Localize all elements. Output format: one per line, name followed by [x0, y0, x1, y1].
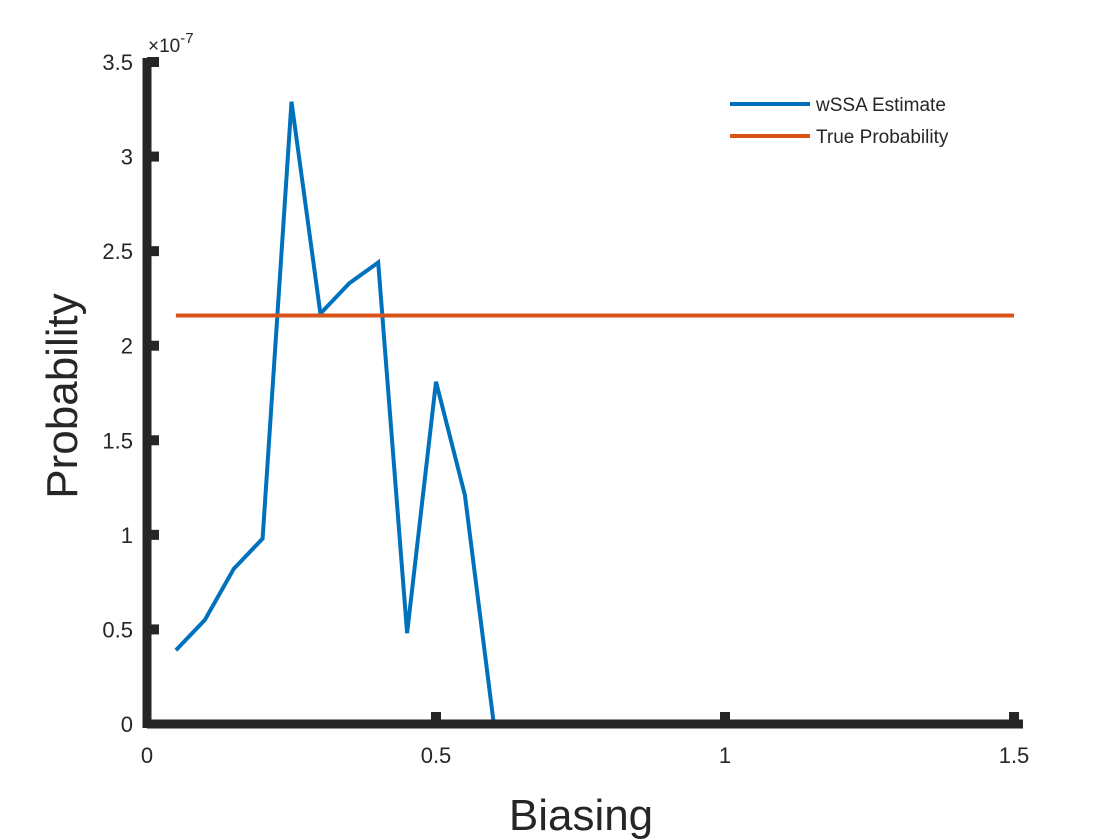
x-tick-label: 1	[719, 743, 731, 768]
y-axis-label: Probability	[38, 293, 87, 498]
x-axis-label: Biasing	[509, 791, 653, 840]
y-tick-mark	[147, 340, 159, 351]
y-tick-label: 2.5	[102, 239, 133, 264]
legend: wSSA Estimate True Probability	[730, 95, 949, 148]
y-tick-label: 1	[121, 523, 133, 548]
y-tick-mark	[147, 57, 159, 67]
y-tick-label: 1.5	[102, 428, 133, 453]
y-exponent-label: ×10-7	[148, 30, 194, 57]
legend-label-true-probability: True Probability	[816, 127, 949, 148]
y-tick-label: 3.5	[102, 50, 133, 75]
x-tick-mark	[1009, 712, 1019, 724]
y-tick-mark	[147, 624, 159, 635]
y-tick-label: 0.5	[102, 617, 133, 642]
y-tick-mark	[147, 435, 159, 446]
y-tick-mark	[147, 246, 159, 257]
y-tick-label: 2	[121, 334, 133, 359]
y-tick-label: 3	[121, 145, 133, 170]
x-tick-label: 1.5	[999, 743, 1030, 768]
axes	[142, 58, 1023, 729]
x-tick-label: 0.5	[421, 743, 452, 768]
y-tick-mark	[147, 529, 159, 540]
x-tick-mark	[720, 712, 730, 724]
y-tick-mark	[147, 151, 159, 162]
x-tick-label: 0	[141, 743, 153, 768]
x-tick-mark	[431, 712, 441, 724]
ticks: 0 0.5 1 1.5 0 0.5 1 1.5 2 2.5 3 3.5	[102, 50, 1029, 768]
y-tick-label: 0	[121, 712, 133, 737]
legend-label-wssa-estimate: wSSA Estimate	[815, 95, 946, 116]
